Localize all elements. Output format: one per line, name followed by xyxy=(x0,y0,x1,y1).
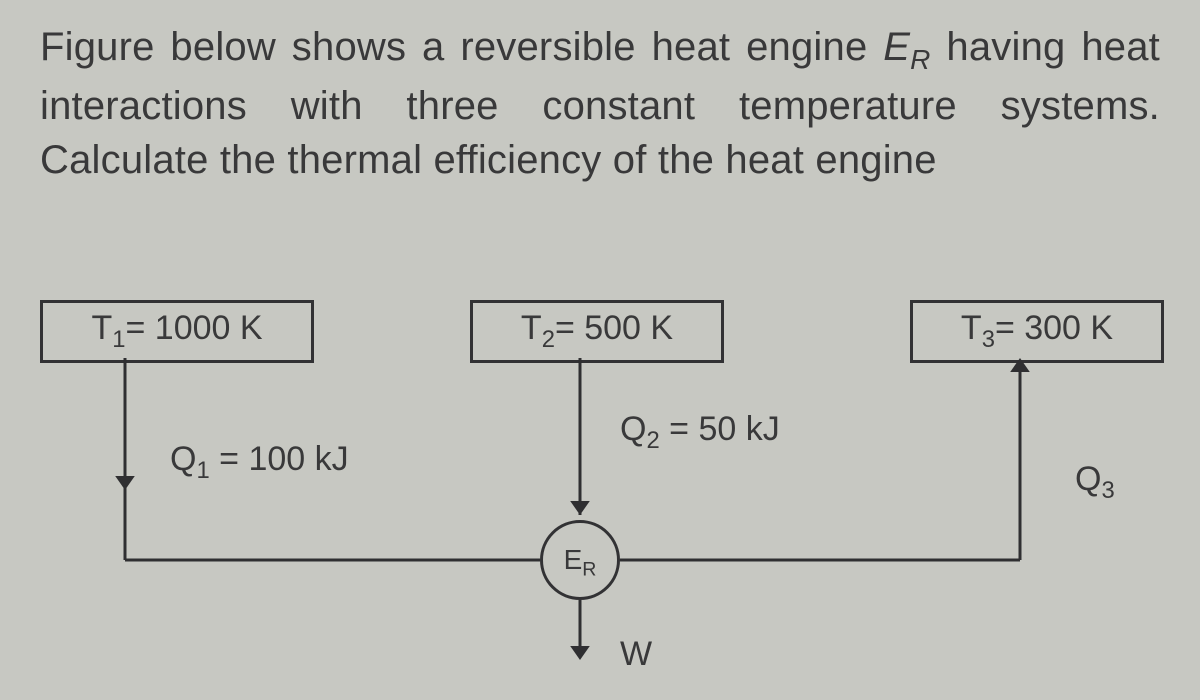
problem-seg1: Figure below shows a reversible heat eng… xyxy=(40,25,883,69)
reservoir-t1: T1= 1000 K xyxy=(40,300,314,363)
t3-symbol: T xyxy=(961,309,982,347)
work-symbol: W xyxy=(620,635,652,673)
engine-symbol-sub: R xyxy=(910,44,930,75)
q2-value: = 50 kJ xyxy=(660,410,780,448)
figure-canvas: Figure below shows a reversible heat eng… xyxy=(0,0,1200,700)
engine-symbol-main: E xyxy=(883,25,910,69)
q1-value: = 100 kJ xyxy=(210,440,349,478)
t2-value: = 500 K xyxy=(555,309,673,347)
q2-label: Q2 = 50 kJ xyxy=(620,410,780,455)
t1-sub: 1 xyxy=(112,326,125,353)
q1-label: Q1 = 100 kJ xyxy=(170,440,349,485)
q1-sub: 1 xyxy=(196,457,209,484)
reservoir-t2: T2= 500 K xyxy=(470,300,724,363)
q3-sub: 3 xyxy=(1101,477,1114,504)
t2-symbol: T xyxy=(521,309,542,347)
problem-statement: Figure below shows a reversible heat eng… xyxy=(40,20,1160,187)
engine-label-main: E xyxy=(564,544,583,575)
t2-sub: 2 xyxy=(542,326,555,353)
t3-value: = 300 K xyxy=(995,309,1113,347)
q2-sub: 2 xyxy=(646,427,659,454)
reservoir-t3: T3= 300 K xyxy=(910,300,1164,363)
t3-sub: 3 xyxy=(982,326,995,353)
t1-value: = 1000 K xyxy=(125,309,262,347)
work-label: W xyxy=(620,635,652,674)
t1-symbol: T xyxy=(91,309,112,347)
q1-symbol: Q xyxy=(170,440,196,478)
q2-symbol: Q xyxy=(620,410,646,448)
heat-engine-node: ER xyxy=(540,520,620,600)
q3-label: Q3 xyxy=(1075,460,1115,505)
engine-label-sub: R xyxy=(582,559,596,581)
q3-symbol: Q xyxy=(1075,460,1101,498)
